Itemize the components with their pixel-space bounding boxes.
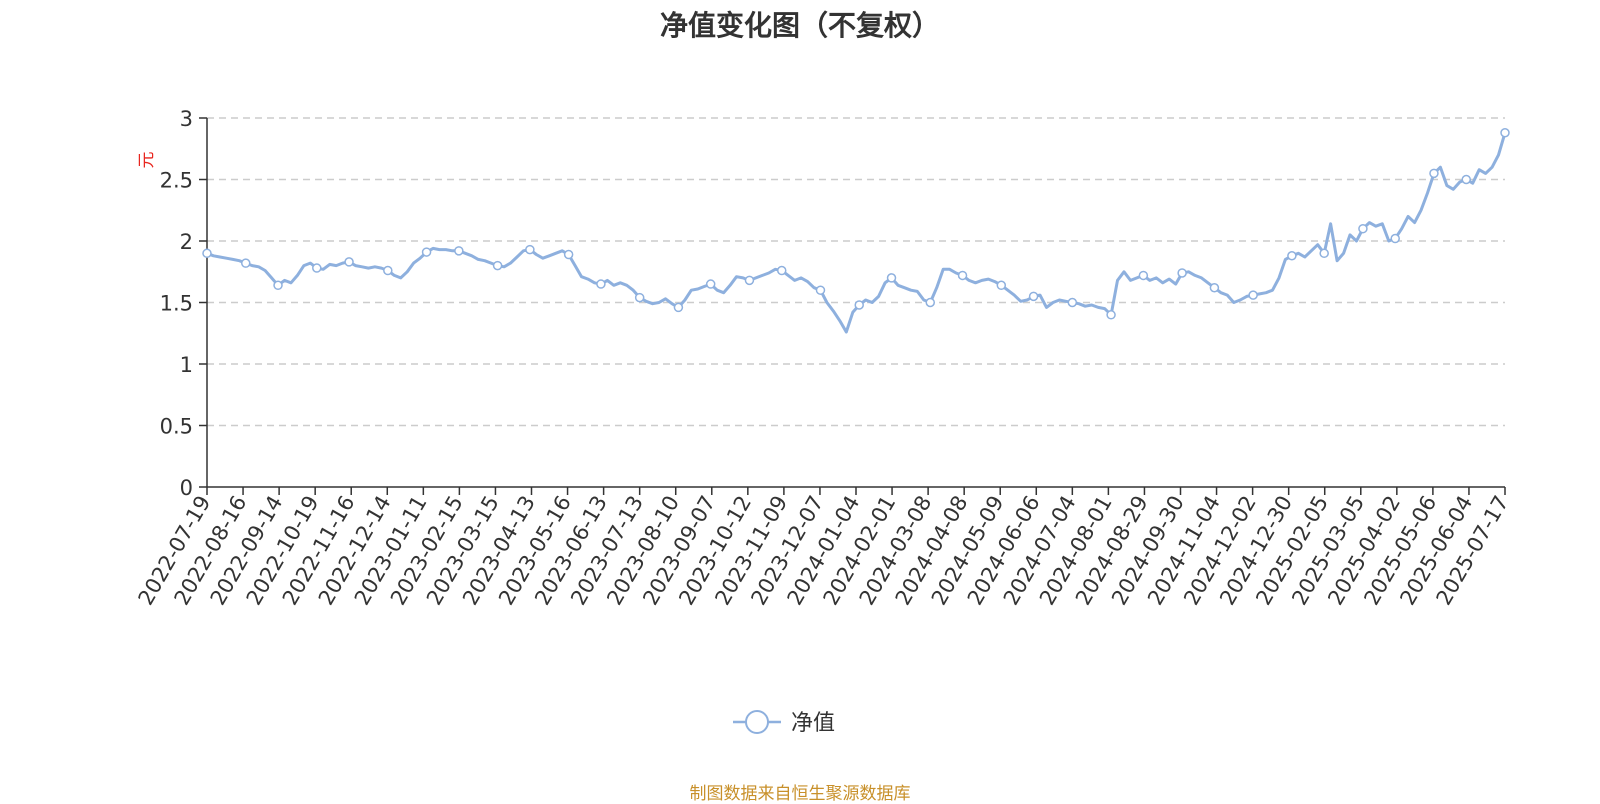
data-point[interactable] bbox=[1138, 270, 1149, 281]
data-point[interactable] bbox=[705, 279, 716, 289]
data-point[interactable] bbox=[240, 258, 251, 268]
data-point[interactable] bbox=[1177, 268, 1187, 278]
data-point[interactable] bbox=[1248, 290, 1258, 300]
y-tick-label: 1 bbox=[180, 353, 193, 377]
data-point[interactable] bbox=[815, 285, 826, 295]
y-tick-label: 0.5 bbox=[160, 415, 193, 439]
data-point[interactable] bbox=[1500, 128, 1510, 138]
data-point[interactable] bbox=[596, 279, 606, 289]
data-point[interactable] bbox=[1461, 174, 1472, 185]
data-point[interactable] bbox=[1287, 251, 1297, 261]
data-point[interactable] bbox=[886, 273, 897, 283]
y-tick-label: 0 bbox=[180, 476, 193, 500]
data-point[interactable] bbox=[1067, 297, 1078, 308]
data-point[interactable] bbox=[957, 270, 968, 281]
x-axis-ticks: 2022-07-192022-08-162022-09-142022-10-19… bbox=[134, 487, 1513, 609]
y-axis-ticks: 0 0.5 1 1.5 2 2.5 3 bbox=[160, 107, 207, 500]
data-point[interactable] bbox=[744, 275, 755, 286]
data-point[interactable] bbox=[344, 257, 354, 267]
data-point[interactable] bbox=[525, 244, 535, 255]
data-point[interactable] bbox=[673, 302, 684, 313]
legend-label: 净值 bbox=[791, 711, 835, 736]
data-point[interactable] bbox=[776, 265, 787, 276]
data-point[interactable] bbox=[1028, 291, 1039, 302]
data-point[interactable] bbox=[1390, 233, 1400, 244]
y-tick-label: 3 bbox=[180, 107, 193, 131]
data-point[interactable] bbox=[563, 249, 574, 260]
data-point[interactable] bbox=[996, 280, 1007, 291]
data-point[interactable] bbox=[1429, 168, 1439, 179]
data-point[interactable] bbox=[1319, 248, 1329, 259]
source-note: 制图数据来自恒生聚源数据库 bbox=[689, 784, 911, 804]
legend[interactable]: 净值 bbox=[733, 710, 835, 736]
series-layer bbox=[202, 128, 1510, 334]
y-tick-label: 2.5 bbox=[160, 169, 193, 193]
data-point[interactable] bbox=[1209, 282, 1220, 293]
data-point[interactable] bbox=[492, 260, 503, 271]
y-tick-label: 2 bbox=[180, 230, 193, 254]
grid-lines bbox=[207, 117, 1505, 427]
legend-marker-icon bbox=[745, 710, 769, 734]
y-axis-unit-label: 元 bbox=[137, 152, 157, 169]
data-point[interactable] bbox=[383, 265, 393, 276]
data-point[interactable] bbox=[273, 280, 283, 291]
data-point[interactable] bbox=[454, 246, 464, 256]
chart-title: 净值变化图（不复权） bbox=[659, 9, 940, 42]
data-point[interactable] bbox=[421, 247, 432, 257]
data-point[interactable] bbox=[312, 263, 322, 273]
data-point[interactable] bbox=[925, 297, 936, 308]
data-point[interactable] bbox=[1358, 223, 1368, 234]
data-point[interactable] bbox=[854, 300, 864, 310]
data-point[interactable] bbox=[202, 248, 212, 259]
data-point[interactable] bbox=[634, 292, 645, 303]
data-point[interactable] bbox=[1106, 310, 1116, 320]
y-tick-label: 1.5 bbox=[160, 292, 193, 316]
